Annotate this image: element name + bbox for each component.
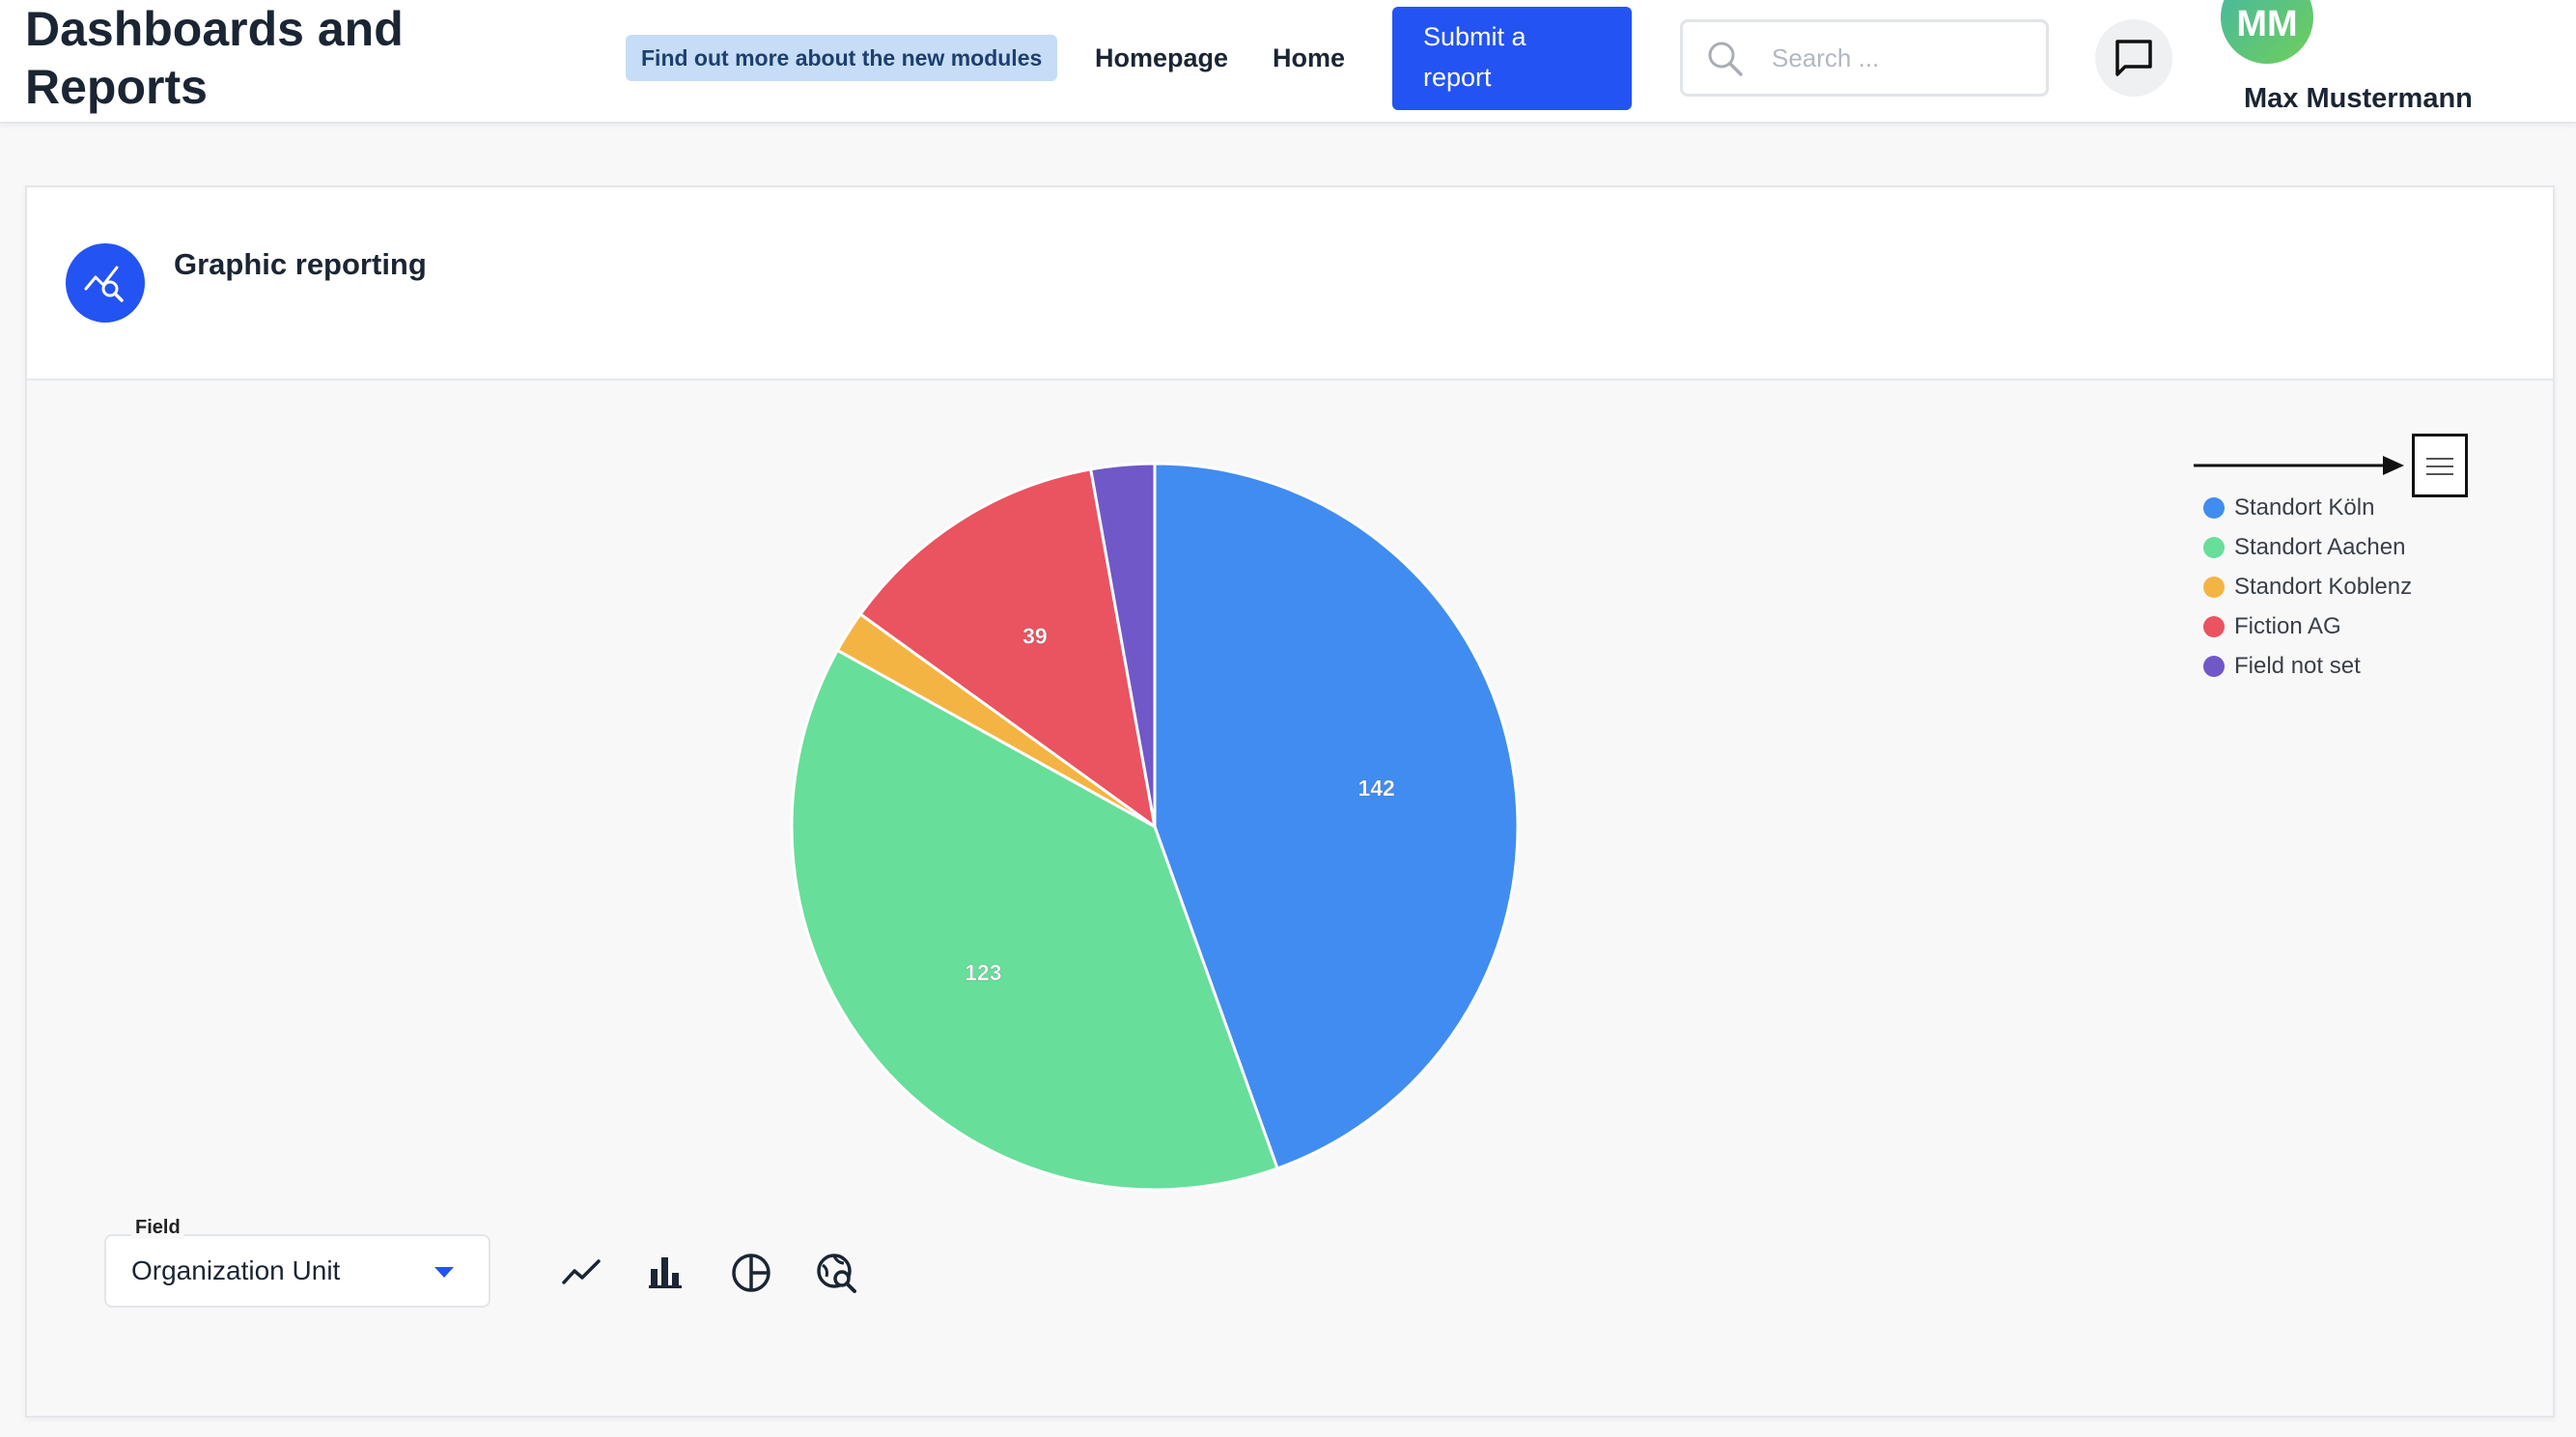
nav-homepage-link[interactable]: Homepage <box>1095 43 1229 72</box>
legend-dot <box>2203 656 2225 677</box>
legend-item[interactable]: Standort Aachen <box>2203 532 2412 572</box>
hamburger-line <box>2426 473 2453 475</box>
pie-chart-icon <box>732 1254 770 1292</box>
search-box[interactable] <box>1680 19 2049 97</box>
legend-label: Standort Koblenz <box>2234 574 2413 600</box>
search-icon <box>1708 42 1743 76</box>
new-modules-link[interactable]: Find out more about the new modules <box>626 35 1058 81</box>
bar-chart-icon <box>649 1257 682 1288</box>
legend-item[interactable]: Standort Koblenz <box>2203 572 2412 611</box>
submit-report-button[interactable]: Submit a report <box>1392 7 1632 110</box>
field-value: Organization Unit <box>131 1255 341 1285</box>
chart-search-icon <box>66 243 145 323</box>
legend-item[interactable]: Field not set <box>2203 651 2412 690</box>
legend-dot <box>2203 616 2225 637</box>
avatar[interactable]: MM <box>2221 0 2313 64</box>
app-title: Dashboards and Reports <box>25 2 404 114</box>
field-select[interactable]: Field Organization Unit <box>104 1217 490 1308</box>
line-chart-button[interactable] <box>558 1250 604 1296</box>
bar-chart-button[interactable] <box>643 1250 689 1296</box>
legend-dot <box>2203 537 2225 558</box>
messages-button[interactable] <box>2095 19 2172 97</box>
graphic-reporting-card: Graphic reporting <box>25 185 2555 1418</box>
line-chart-icon <box>562 1259 601 1284</box>
chart-search-icon <box>817 1254 856 1293</box>
legend-item[interactable]: Fiction AG <box>2203 611 2412 651</box>
hamburger-line <box>2426 465 2453 467</box>
legend-label: Standort Aachen <box>2234 534 2406 560</box>
field-label: Field <box>131 1217 184 1239</box>
legend-item[interactable]: Standort Köln <box>2203 493 2412 532</box>
hamburger-menu-icon <box>2426 458 2453 460</box>
chart-menu-button[interactable] <box>2412 434 2468 497</box>
search-input[interactable] <box>1772 36 2032 80</box>
pie-chart-button[interactable] <box>728 1250 774 1296</box>
legend-label: Field not set <box>2234 653 2361 679</box>
legend-label: Standort Köln <box>2234 494 2375 521</box>
legend-dot <box>2203 497 2225 519</box>
user-name[interactable]: Max Mustermann <box>2244 83 2473 114</box>
legend-label: Fiction AG <box>2234 613 2341 639</box>
caret-down-icon <box>434 1267 454 1278</box>
arrow-annotation <box>2194 456 2404 475</box>
chat-bubble-icon <box>2115 40 2152 76</box>
card-header: Graphic reporting <box>27 187 2553 380</box>
chart-legend: Standort Köln Standort Aachen Standort K… <box>2203 493 2412 690</box>
card-title: Graphic reporting <box>174 247 427 281</box>
nav-home-link[interactable]: Home <box>1273 43 1346 72</box>
top-header: Dashboards and Reports Find out more abo… <box>0 0 2576 124</box>
chart-search-button[interactable] <box>813 1250 859 1296</box>
legend-dot <box>2203 577 2225 598</box>
